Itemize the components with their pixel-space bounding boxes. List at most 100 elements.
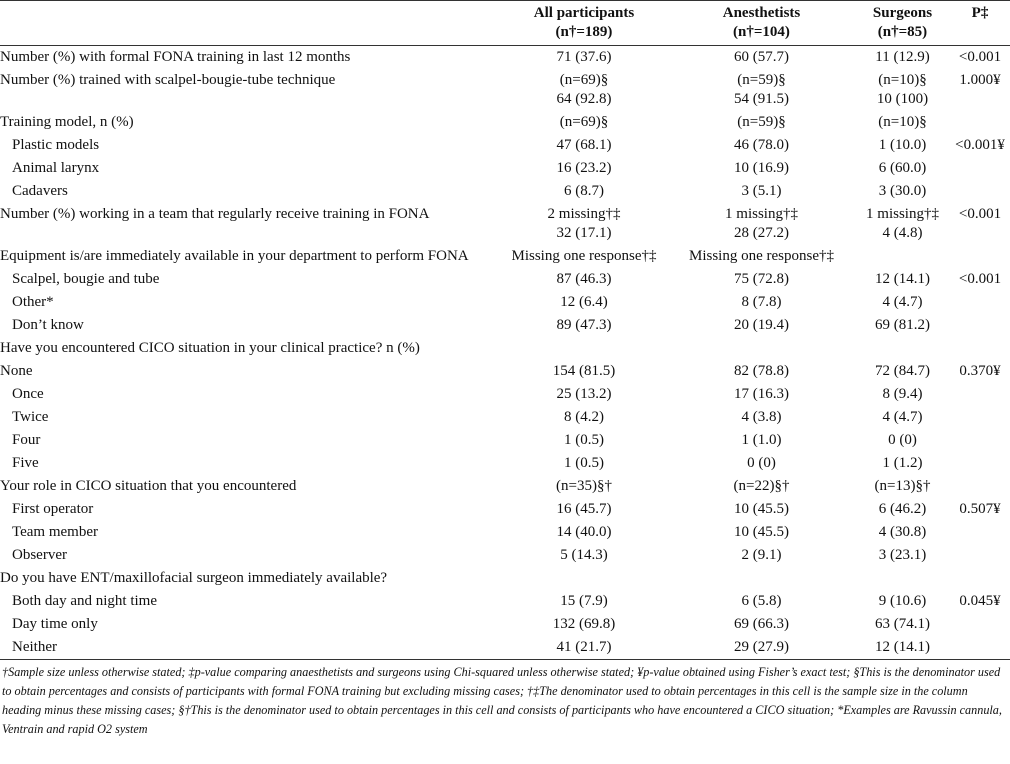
row-label: Your role in CICO situation that you enc… <box>0 478 297 494</box>
row-label: Both day and night time <box>12 593 157 609</box>
table-cell: 16 (45.7) <box>556 501 612 517</box>
table-cell: 4 (30.8) <box>878 524 927 540</box>
table-cell: 4 (3.8) <box>741 409 782 425</box>
table-cell <box>950 452 1010 475</box>
table-row: Day time only 132 (69.8) 69 (66.3) 63 (74.1… <box>0 613 1010 636</box>
table-cell <box>855 567 950 590</box>
row-label: Animal larynx <box>12 160 100 176</box>
table-cell: 8 (9.4) <box>882 386 923 402</box>
table-cell: 25 (13.2) <box>556 386 612 402</box>
table-row: Plastic models 47 (68.1) 46 (78.0) 1 (10.0)… <box>0 134 1010 157</box>
table-row: Cadavers 6 (8.7) 3 (5.1) 3 (30.0) <box>0 180 1010 203</box>
table-cell: 75 (72.8) <box>734 271 789 287</box>
row-label: Twice <box>12 409 49 425</box>
table-cell: 1.000¥ <box>959 72 1001 88</box>
table-row: Training model, n (%) (n=69)§ (n=59)§ (n=10… <box>0 111 1010 134</box>
table-cell <box>950 429 1010 452</box>
column-header-line: (n†=104) <box>733 24 790 40</box>
table-cell: (n=59)§ <box>737 114 786 130</box>
table-cell: 2 missing†‡ 32 (17.1) <box>500 203 668 245</box>
table-row: Animal larynx 16 (23.2) 10 (16.9) 6 (60.0) <box>0 157 1010 180</box>
row-label: Once <box>12 386 44 402</box>
row-label: Number (%) with formal FONA training in … <box>0 49 351 65</box>
table-row: Five 1 (0.5) 0 (0) 1 (1.2) <box>0 452 1010 475</box>
column-header-line: Anesthetists <box>722 5 801 21</box>
table-cell: 132 (69.8) <box>552 616 616 632</box>
row-label: Number (%) trained with scalpel-bougie-t… <box>0 72 336 88</box>
row-label: Five <box>12 455 39 471</box>
table-cell: 1 (10.0) <box>878 137 927 153</box>
table-cell: 0 (0) <box>747 455 776 471</box>
table-cell: 10 (45.5) <box>734 524 789 540</box>
table-cell: 6 (8.7) <box>564 183 604 199</box>
table-body: Number (%) with formal FONA training in … <box>0 46 1010 660</box>
table-cell: 12 (14.1) <box>875 271 930 287</box>
table-row: Have you encountered CICO situation in y… <box>0 337 1010 360</box>
table-cell-line: 2 missing†‡ <box>547 206 621 222</box>
row-label: Don’t know <box>12 317 84 333</box>
table-cell-line: 32 (17.1) <box>556 225 612 241</box>
table-cell: 1 missing†‡ 28 (27.2) <box>668 203 855 245</box>
data-table: All participants (n†=189) Anesthetists (n†=… <box>0 0 1010 660</box>
row-label: Four <box>12 432 41 448</box>
table-cell: 14 (40.0) <box>556 524 612 540</box>
table-row: Four 1 (0.5) 1 (1.0) 0 (0) <box>0 429 1010 452</box>
table-cell <box>950 337 1010 360</box>
table-cell: 1 (0.5) <box>564 455 604 471</box>
table-cell: 0.507¥ <box>959 501 1001 517</box>
column-header: Surgeons (n†=85) <box>855 1 950 46</box>
row-label: Other* <box>12 294 54 310</box>
table-cell: 12 (14.1) <box>875 639 930 655</box>
table-cell: 2 (9.1) <box>741 547 782 563</box>
table-cell: (n=59)§ 54 (91.5) <box>668 69 855 111</box>
table-cell <box>855 245 950 268</box>
table-cell <box>950 245 1010 268</box>
table-cell <box>950 314 1010 337</box>
table-cell: 12 (6.4) <box>560 294 608 310</box>
column-header-line: P‡ <box>971 5 989 21</box>
table-cell: 8 (4.2) <box>564 409 604 425</box>
table-cell: Missing one response†‡ <box>511 248 657 264</box>
table-cell: 4 (4.7) <box>882 294 923 310</box>
table-cell: 8 (7.8) <box>741 294 782 310</box>
table-cell: 41 (21.7) <box>556 639 612 655</box>
table-cell: 154 (81.5) <box>552 363 616 379</box>
table-row: Number (%) working in a team that regula… <box>0 203 1010 245</box>
table-cell: 1 (1.0) <box>741 432 782 448</box>
table-row: Do you have ENT/maxillofacial surgeon im… <box>0 567 1010 590</box>
table-cell: 9 (10.6) <box>878 593 927 609</box>
table-cell <box>950 544 1010 567</box>
row-label: Equipment is/are immediately available i… <box>0 248 469 264</box>
row-label: Number (%) working in a team that regula… <box>0 206 430 222</box>
table-cell: 72 (84.7) <box>875 363 930 379</box>
row-label: Team member <box>12 524 98 540</box>
table-cell: 4 (4.7) <box>882 409 923 425</box>
table-cell-line: (n=10)§ <box>878 72 927 88</box>
table-row: None 154 (81.5) 82 (78.8) 72 (84.7) 0.370¥ <box>0 360 1010 383</box>
column-header-line: Surgeons <box>872 5 933 21</box>
table-row: Equipment is/are immediately available i… <box>0 245 1010 268</box>
table-cell: 69 (66.3) <box>734 616 789 632</box>
row-label: Scalpel, bougie and tube <box>12 271 160 287</box>
table-cell: (n=22)§† <box>733 478 790 494</box>
table-cell-line: 10 (100) <box>876 91 929 107</box>
table-cell: (n=10)§ <box>878 114 927 130</box>
table-row: Number (%) with formal FONA training in … <box>0 46 1010 70</box>
table-row: Twice 8 (4.2) 4 (3.8) 4 (4.7) <box>0 406 1010 429</box>
table-cell-line: 1 missing†‡ <box>725 206 798 222</box>
table-cell <box>950 111 1010 134</box>
table-cell: 0.370¥ <box>959 363 1001 379</box>
table-cell: 29 (27.9) <box>734 639 789 655</box>
table-cell <box>950 521 1010 544</box>
table-cell: 1 (1.2) <box>882 455 923 471</box>
column-header-line: (n†=189) <box>555 24 613 40</box>
table-cell: 3 (23.1) <box>878 547 927 563</box>
table-cell: (n=10)§ 10 (100) <box>855 69 950 111</box>
table-cell <box>950 383 1010 406</box>
table-cell <box>950 567 1010 590</box>
table-cell <box>668 567 855 590</box>
table-cell: (n=35)§† <box>556 478 612 494</box>
column-header <box>0 1 500 46</box>
table-cell: 1 missing†‡ 4 (4.8) <box>855 203 950 245</box>
